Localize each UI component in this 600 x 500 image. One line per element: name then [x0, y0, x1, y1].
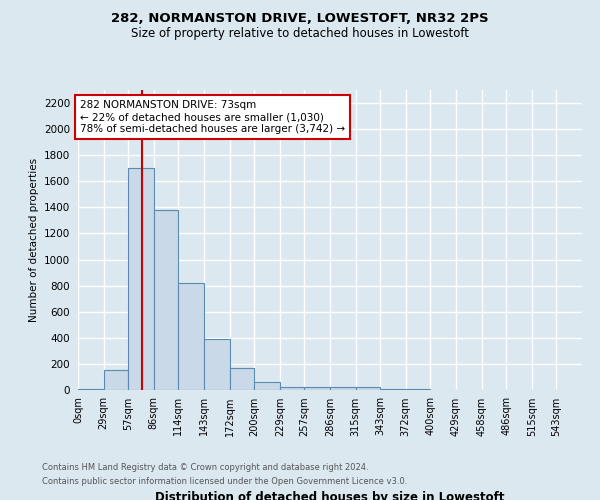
Bar [204, 339, 230, 390]
Bar [380, 388, 406, 390]
Text: 282 NORMANSTON DRIVE: 73sqm
← 22% of detached houses are smaller (1,030)
78% of : 282 NORMANSTON DRIVE: 73sqm ← 22% of det… [80, 100, 345, 134]
Bar [178, 283, 204, 390]
Text: Contains public sector information licensed under the Open Government Licence v3: Contains public sector information licen… [42, 477, 407, 486]
Bar [230, 368, 254, 390]
Bar [304, 388, 330, 390]
Bar [78, 388, 104, 390]
Bar [254, 382, 280, 390]
Text: 282, NORMANSTON DRIVE, LOWESTOFT, NR32 2PS: 282, NORMANSTON DRIVE, LOWESTOFT, NR32 2… [111, 12, 489, 26]
Text: Contains HM Land Registry data © Crown copyright and database right 2024.: Contains HM Land Registry data © Crown c… [42, 464, 368, 472]
Bar [128, 168, 154, 390]
Bar [280, 386, 304, 390]
Bar [154, 210, 178, 390]
Bar [330, 388, 356, 390]
Bar [104, 370, 128, 390]
Bar [356, 388, 380, 390]
Text: Size of property relative to detached houses in Lowestoft: Size of property relative to detached ho… [131, 28, 469, 40]
X-axis label: Distribution of detached houses by size in Lowestoft: Distribution of detached houses by size … [155, 492, 505, 500]
Y-axis label: Number of detached properties: Number of detached properties [29, 158, 38, 322]
